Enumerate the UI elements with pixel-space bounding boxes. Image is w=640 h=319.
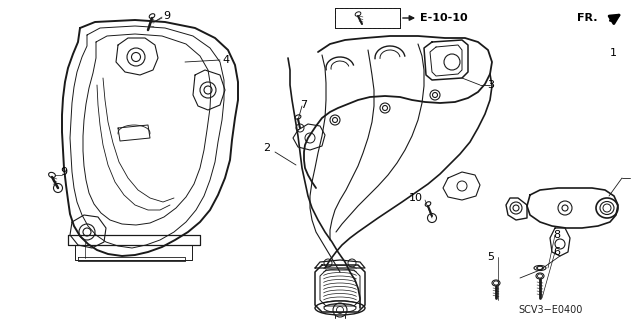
Text: 3: 3: [487, 80, 494, 90]
Text: 6: 6: [553, 247, 560, 257]
Text: 1: 1: [610, 48, 617, 58]
Text: 9: 9: [60, 167, 67, 177]
Text: 10: 10: [409, 193, 423, 203]
Text: 7: 7: [300, 100, 307, 110]
Text: E-10-10: E-10-10: [420, 13, 468, 23]
Text: 2: 2: [263, 143, 270, 153]
Text: 9: 9: [163, 11, 170, 21]
Text: 8: 8: [553, 230, 560, 240]
Text: 4: 4: [222, 55, 229, 65]
Text: 5: 5: [487, 252, 494, 262]
Text: SCV3−E0400: SCV3−E0400: [518, 305, 582, 315]
Text: FR.: FR.: [577, 13, 598, 23]
